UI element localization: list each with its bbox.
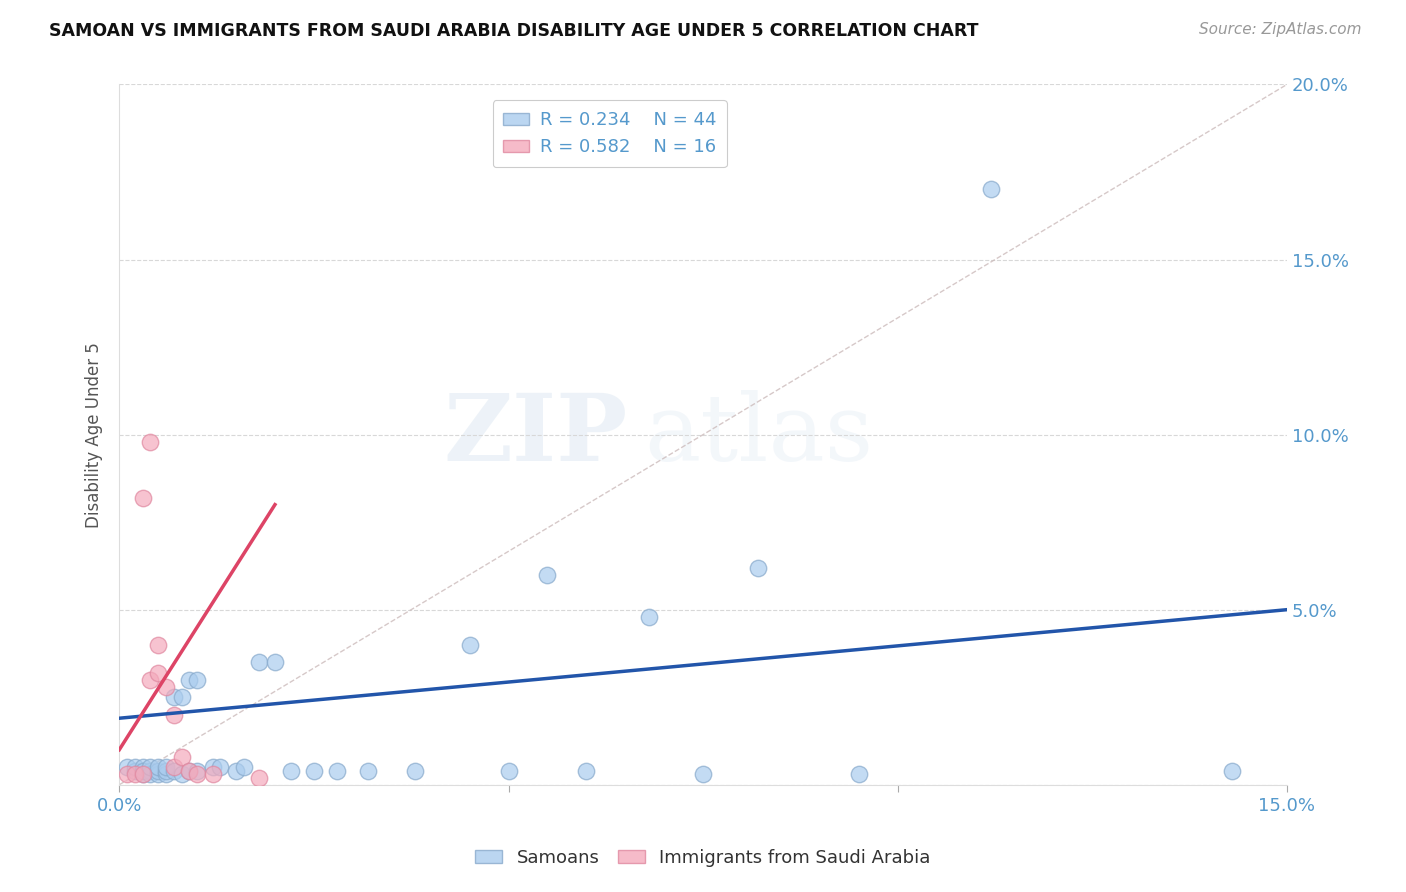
Point (186, 764, 208, 778)
Point (186, 673, 208, 687)
Point (131, 767, 153, 781)
Point (163, 764, 186, 778)
Point (404, 764, 426, 778)
Point (124, 764, 146, 778)
Point (170, 767, 193, 781)
Point (155, 760, 177, 774)
Point (201, 767, 224, 781)
Point (536, 567, 558, 582)
Point (575, 764, 598, 778)
Y-axis label: Disability Age Under 5: Disability Age Under 5 (86, 342, 103, 527)
Point (264, 655, 287, 669)
Point (148, 760, 170, 774)
Point (155, 764, 177, 778)
Point (131, 491, 153, 505)
Point (201, 760, 224, 774)
Legend: Samoans, Immigrants from Saudi Arabia: Samoans, Immigrants from Saudi Arabia (468, 842, 938, 874)
Point (148, 665, 170, 680)
Point (692, 767, 714, 781)
Point (280, 764, 302, 778)
Point (232, 760, 254, 774)
Text: ZIP: ZIP (443, 390, 627, 480)
Point (115, 767, 138, 781)
Point (357, 764, 380, 778)
Point (139, 767, 162, 781)
Point (225, 764, 247, 778)
Point (155, 767, 177, 781)
Point (247, 655, 270, 669)
Point (163, 760, 186, 774)
Point (139, 760, 162, 774)
Point (747, 560, 769, 574)
Point (170, 749, 193, 764)
Text: SAMOAN VS IMMIGRANTS FROM SAUDI ARABIA DISABILITY AGE UNDER 5 CORRELATION CHART: SAMOAN VS IMMIGRANTS FROM SAUDI ARABIA D… (49, 22, 979, 40)
Point (124, 760, 146, 774)
Point (139, 673, 162, 687)
Point (163, 690, 186, 705)
Point (848, 767, 870, 781)
Point (131, 760, 153, 774)
Point (131, 764, 153, 778)
Point (139, 434, 162, 449)
Point (131, 767, 153, 781)
Point (179, 764, 201, 778)
Point (148, 764, 170, 778)
Point (179, 673, 201, 687)
Text: Source: ZipAtlas.com: Source: ZipAtlas.com (1198, 22, 1361, 37)
Point (209, 760, 232, 774)
Point (170, 690, 193, 705)
Point (155, 680, 177, 694)
Point (1222, 764, 1244, 778)
Point (179, 764, 201, 778)
Point (139, 764, 162, 778)
Text: atlas: atlas (645, 390, 875, 480)
Point (247, 771, 270, 785)
Legend: R = 0.234    N = 44, R = 0.582    N = 16: R = 0.234 N = 44, R = 0.582 N = 16 (492, 101, 727, 167)
Point (637, 609, 659, 624)
Point (186, 767, 208, 781)
Point (124, 767, 146, 781)
Point (115, 760, 138, 774)
Point (148, 767, 170, 781)
Point (302, 764, 325, 778)
Point (326, 764, 349, 778)
Point (498, 764, 520, 778)
Point (163, 707, 186, 722)
Point (980, 182, 1002, 196)
Point (148, 638, 170, 652)
Point (458, 638, 481, 652)
